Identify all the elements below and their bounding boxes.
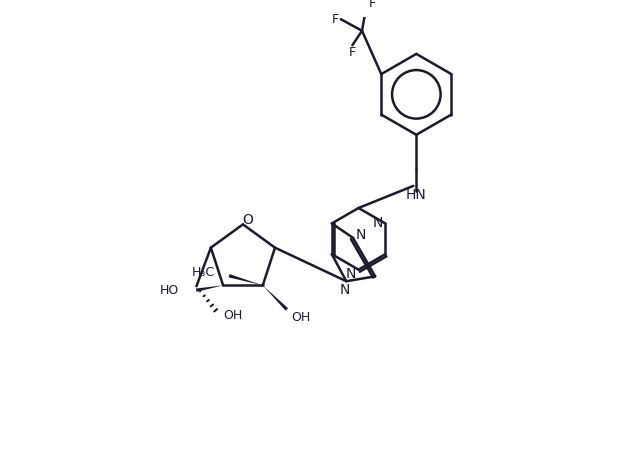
Text: HN: HN: [406, 188, 427, 203]
Text: N: N: [356, 228, 366, 242]
Text: N: N: [339, 283, 349, 297]
Text: F: F: [369, 0, 376, 10]
Text: OH: OH: [223, 309, 243, 321]
Text: N: N: [372, 216, 383, 230]
Text: N: N: [346, 267, 356, 282]
Text: F: F: [349, 47, 356, 59]
Text: O: O: [243, 212, 253, 227]
Polygon shape: [196, 285, 223, 292]
Text: F: F: [332, 13, 339, 26]
Text: HO: HO: [159, 284, 179, 297]
Text: H₃C: H₃C: [191, 266, 214, 279]
Text: OH: OH: [292, 311, 311, 324]
Polygon shape: [263, 285, 288, 311]
Polygon shape: [228, 274, 263, 285]
